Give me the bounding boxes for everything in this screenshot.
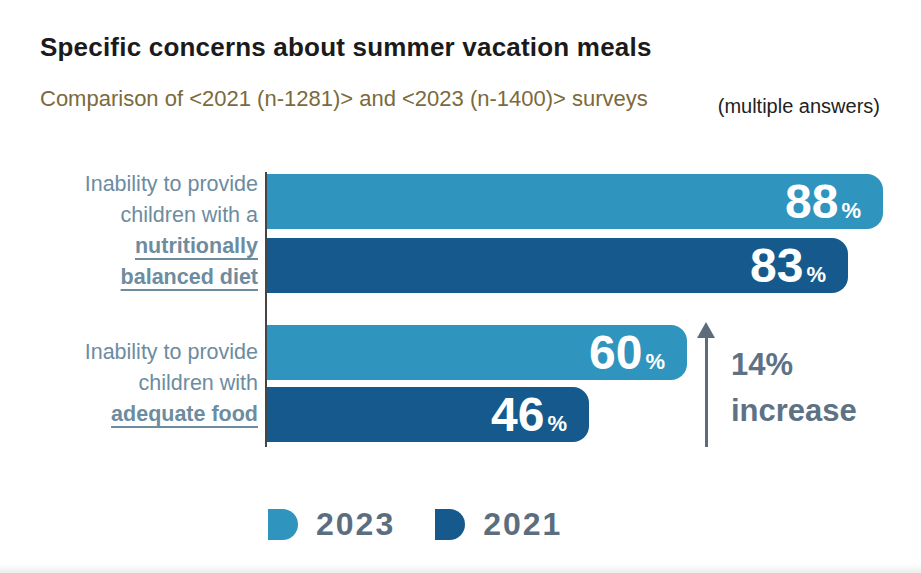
legend-swatch-2023-icon: [268, 509, 298, 540]
bar-value-percent-sign: %: [645, 349, 665, 375]
legend-item-2021: 2021: [435, 506, 562, 543]
category-label-nutritionally-balanced-diet: Inability to provide children with a nut…: [0, 169, 258, 293]
bottom-fade-divider: [0, 564, 921, 573]
bar-value-percent-sign: %: [547, 411, 567, 437]
chart-subtitle: Comparison of <2021 (n-1281)> and <2023 …: [40, 86, 648, 112]
bar-2021-nutritionally-balanced-diet: 83 %: [267, 238, 848, 293]
bar-value-number: 88: [785, 178, 838, 226]
increase-annotation-label: increase: [731, 388, 857, 434]
bar-value-number: 46: [491, 391, 544, 439]
chart-canvas: Specific concerns about summer vacation …: [0, 0, 921, 573]
bar-2023-adequate-food: 60 %: [267, 325, 687, 380]
category-label-line: Inability to provide: [0, 169, 258, 200]
legend-label-2023: 2023: [316, 506, 395, 543]
category-label-line: Inability to provide: [0, 337, 258, 368]
multiple-answers-note: (multiple answers): [718, 95, 880, 118]
bar-2021-adequate-food: 46 %: [267, 387, 589, 442]
legend: 2023 2021: [268, 506, 562, 543]
category-label-line: children with a: [0, 200, 258, 231]
bar-value-percent-sign: %: [841, 198, 861, 224]
category-label-emphasis: nutritionally: [0, 231, 258, 262]
bar-value-number: 60: [589, 329, 642, 377]
bar-value-number: 83: [750, 242, 803, 290]
category-label-line: children with: [0, 368, 258, 399]
increase-annotation-value: 14%: [731, 342, 857, 388]
bar-value-label: 83 %: [750, 242, 826, 290]
category-label-emphasis: adequate food: [0, 399, 258, 430]
bar-value-percent-sign: %: [806, 262, 826, 288]
bar-value-label: 46 %: [491, 391, 567, 439]
legend-swatch-2021-icon: [435, 509, 465, 540]
bar-2023-nutritionally-balanced-diet: 88 %: [267, 174, 883, 229]
bar-value-label: 88 %: [785, 178, 861, 226]
category-label-adequate-food: Inability to provide children with adequ…: [0, 337, 258, 430]
chart-title: Specific concerns about summer vacation …: [40, 32, 652, 63]
legend-item-2023: 2023: [268, 506, 395, 543]
increase-arrow-head-icon: [697, 322, 715, 338]
increase-annotation: 14% increase: [731, 342, 857, 434]
bar-value-label: 60 %: [589, 329, 665, 377]
increase-arrow-line-icon: [705, 337, 708, 447]
legend-label-2021: 2021: [483, 506, 562, 543]
category-label-emphasis: balanced diet: [0, 262, 258, 293]
